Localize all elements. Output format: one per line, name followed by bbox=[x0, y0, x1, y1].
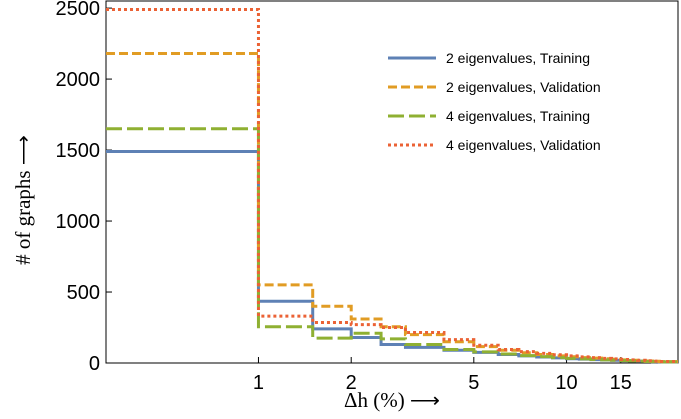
x-tick-label: 5 bbox=[468, 372, 479, 394]
series-line-2 bbox=[106, 52, 678, 364]
legend-label: 4 eigenvalues, Training bbox=[446, 108, 590, 124]
y-tick-label: 1000 bbox=[56, 211, 101, 233]
series-line-3 bbox=[106, 127, 678, 364]
series-lines bbox=[106, 8, 678, 364]
y-tick-label: 500 bbox=[67, 282, 100, 304]
x-tick-label: 10 bbox=[555, 372, 577, 394]
x-tick-label: 2 bbox=[346, 372, 357, 394]
legend: 2 eigenvalues, Training 2 eigenvalues, Va… bbox=[388, 50, 601, 153]
plot-area bbox=[105, 0, 679, 364]
series-line-1 bbox=[106, 149, 678, 364]
series-line-4 bbox=[106, 8, 678, 363]
legend-label: 2 eigenvalues, Training bbox=[446, 50, 590, 66]
y-tick-label: 1500 bbox=[56, 140, 101, 162]
x-axis-label: Δh (%) ⟶ bbox=[344, 388, 440, 412]
legend-label: 4 eigenvalues, Validation bbox=[446, 137, 601, 153]
axis-ticks: 0 500 1000 1500 2000 2500 1 2 5 10 15 bbox=[56, 0, 632, 394]
y-tick-label: 2000 bbox=[56, 69, 101, 91]
y-tick-label: 2500 bbox=[56, 0, 101, 20]
x-tick-label: 15 bbox=[610, 372, 632, 394]
y-tick-label: 0 bbox=[89, 353, 100, 375]
y-axis-label: # of graphs ⟶ bbox=[11, 135, 35, 265]
legend-label: 2 eigenvalues, Validation bbox=[446, 79, 601, 95]
x-tick-label: 1 bbox=[253, 372, 264, 394]
